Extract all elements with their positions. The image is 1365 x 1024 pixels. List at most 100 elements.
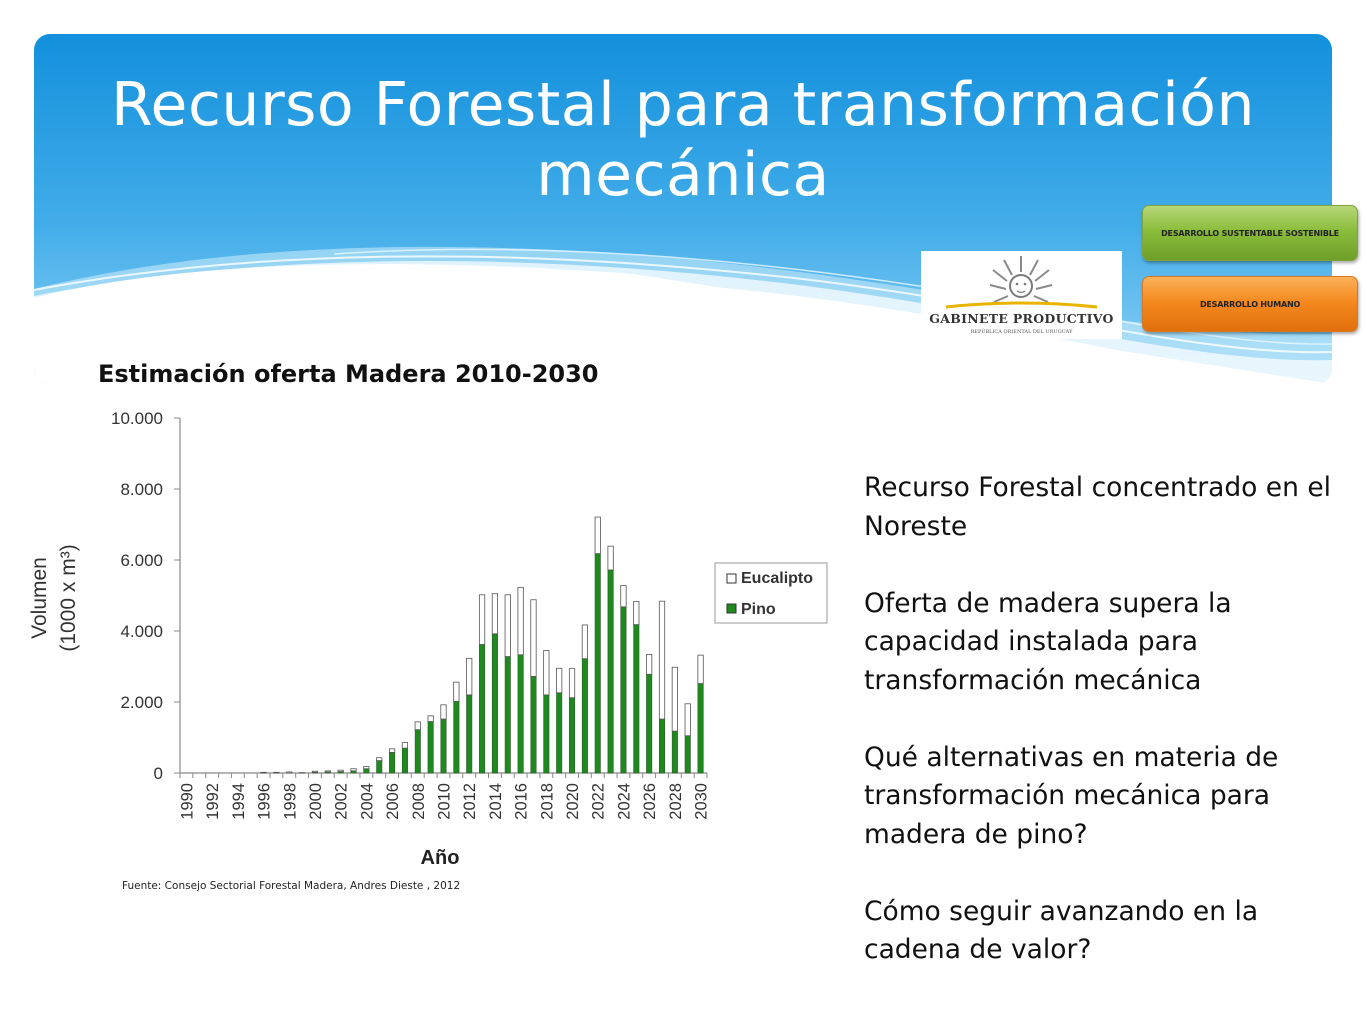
header-wave-graphic [34,34,1332,384]
legend-label-pino: Pino [741,601,776,618]
bar-pino-2006 [389,752,396,774]
x-tick-label: 2030 [693,783,711,820]
x-tick-label: 1990 [178,783,196,820]
header-band [34,34,1332,384]
x-tick-label: 2012 [461,783,479,820]
sun-of-may-icon [945,256,1098,309]
bar-pino-2012 [466,694,473,774]
bar-eucalipto-2007 [401,742,409,749]
chart-legend: Eucalipto Pino [714,562,828,624]
bar-pino-2025 [633,624,640,774]
x-tick-label: 2024 [615,783,633,820]
legend-label-eucalipto: Eucalipto [741,570,813,587]
x-tick-label: 1992 [204,783,222,820]
bullet-item: Cómo seguir avanzando en la cadena de va… [864,895,1259,966]
bar-pino-2004 [363,768,370,774]
bars [260,516,704,774]
slide-title: Recurso Forestal para transformación mec… [111,70,1255,210]
bar-eucalipto-2023 [607,545,614,571]
y-tick-label: 6.000 [120,551,163,570]
legend-swatch-pino [726,603,737,614]
bar-pino-2030 [697,683,704,774]
y-axis-title-line1: Volumen [28,557,51,639]
bar-pino-2016 [517,654,524,774]
bar-eucalipto-2004 [363,766,370,770]
bar-eucalipto-2021 [581,624,588,660]
y-tick-label: 2.000 [120,693,163,712]
bullet-list: Recurso Forestal concentrado en el Nores… [864,469,1354,970]
bar-pino-2017 [530,676,537,774]
bar-pino-2029 [684,735,691,774]
x-axis-title: Año [421,847,460,869]
bar-eucalipto-2000 [311,770,319,773]
bar-pino-2011 [453,700,460,774]
gabinete-productivo-logo: GABINETE PRODUCTIVO REPÚBLICA ORIENTAL D… [921,251,1122,339]
x-tick-label: 2014 [487,783,505,820]
bar-pino-2015 [504,656,511,774]
bar-pino-2005 [376,760,383,774]
x-tick-label: 1996 [256,783,274,820]
bar-eucalipto-2013 [478,594,486,645]
bar-pino-2010 [440,718,447,774]
bar-pino-2014 [491,633,498,774]
bar-eucalipto-2019 [556,667,563,694]
bar-eucalipto-2017 [530,599,537,677]
bar-eucalipto-1998 [286,771,293,774]
bar-eucalipto-2016 [517,586,524,656]
bar-eucalipto-2025 [633,601,640,626]
x-tick-label: 2020 [564,783,582,820]
x-tick-label: 2018 [538,783,556,820]
x-tick-label: 2000 [307,783,325,820]
bar-eucalipto-2030 [697,654,704,684]
y-tick-label: 4.000 [120,622,163,641]
x-tick-label: 2006 [384,783,402,820]
y-tick-label: 0 [154,764,163,783]
chart-title: Estimación oferta Madera 2010-2030 [98,360,599,388]
bar-eucalipto-2002 [337,769,344,772]
bar-eucalipto-2005 [376,757,383,761]
bar-eucalipto-2024 [620,585,627,608]
y-axis-title-line2: (1000 x m³) [57,544,80,651]
bar-eucalipto-2008 [414,721,421,731]
bar-eucalipto-1996 [260,771,267,774]
source-note: Fuente: Consejo Sectorial Forestal Mader… [122,880,461,892]
bar-pino-2022 [594,553,601,774]
bar-eucalipto-2015 [504,594,511,657]
bar-pino-2028 [671,730,678,774]
x-tick-label: 1994 [230,783,248,820]
bar-eucalipto-2022 [594,516,601,555]
y-tick-label: 10.000 [111,409,163,428]
x-axis: 1990 1992 1994 1996 1998 2000 2002 2004 2006 2008… [178,772,711,820]
badge-desarrollo-humano: DESARROLLO HUMANO [1142,276,1358,332]
bar-eucalipto-2027 [658,600,666,720]
bar-eucalipto-2018 [543,650,550,696]
bar-eucalipto-2012 [466,657,473,696]
logo-name: GABINETE PRODUCTIVO [929,311,1114,326]
bullet-item: Qué alternativas en materia de transform… [864,741,1279,850]
bar-eucalipto-2026 [646,654,653,675]
stacked-bar-chart: 0 2.000 4.000 6.000 8.000 10.000 1990 1992 1994… [28,409,828,869]
logo-subtitle: REPÚBLICA ORIENTAL DEL URUGUAY [970,329,1073,335]
x-tick-label: 2016 [513,783,531,820]
legend-swatch-eucalipto [726,573,737,584]
bar-eucalipto-2028 [671,666,678,732]
bar-pino-2021 [581,658,588,774]
badge-desarrollo-sustentable: DESARROLLO SUSTENTABLE SOSTENIBLE [1142,205,1358,261]
bar-pino-2024 [620,606,627,774]
bar-eucalipto-2020 [568,668,576,699]
bar-eucalipto-2006 [388,748,396,753]
bar-pino-2007 [401,747,408,774]
x-tick-label: 2002 [333,783,351,820]
bar-pino-2018 [543,694,550,774]
bar-eucalipto-2010 [440,704,447,720]
x-tick-label: 2026 [641,783,659,820]
bar-pino-2013 [479,644,486,774]
bar-pino-2008 [414,729,421,774]
bar-pino-2023 [607,569,614,774]
bar-eucalipto-2014 [491,593,499,635]
x-tick-label: 2028 [667,783,685,820]
bullet-item: Oferta de madera supera la capacidad ins… [864,587,1232,696]
bar-eucalipto-2001 [324,770,331,773]
bar-eucalipto-2011 [453,681,460,702]
x-tick-label: 2004 [358,783,376,820]
